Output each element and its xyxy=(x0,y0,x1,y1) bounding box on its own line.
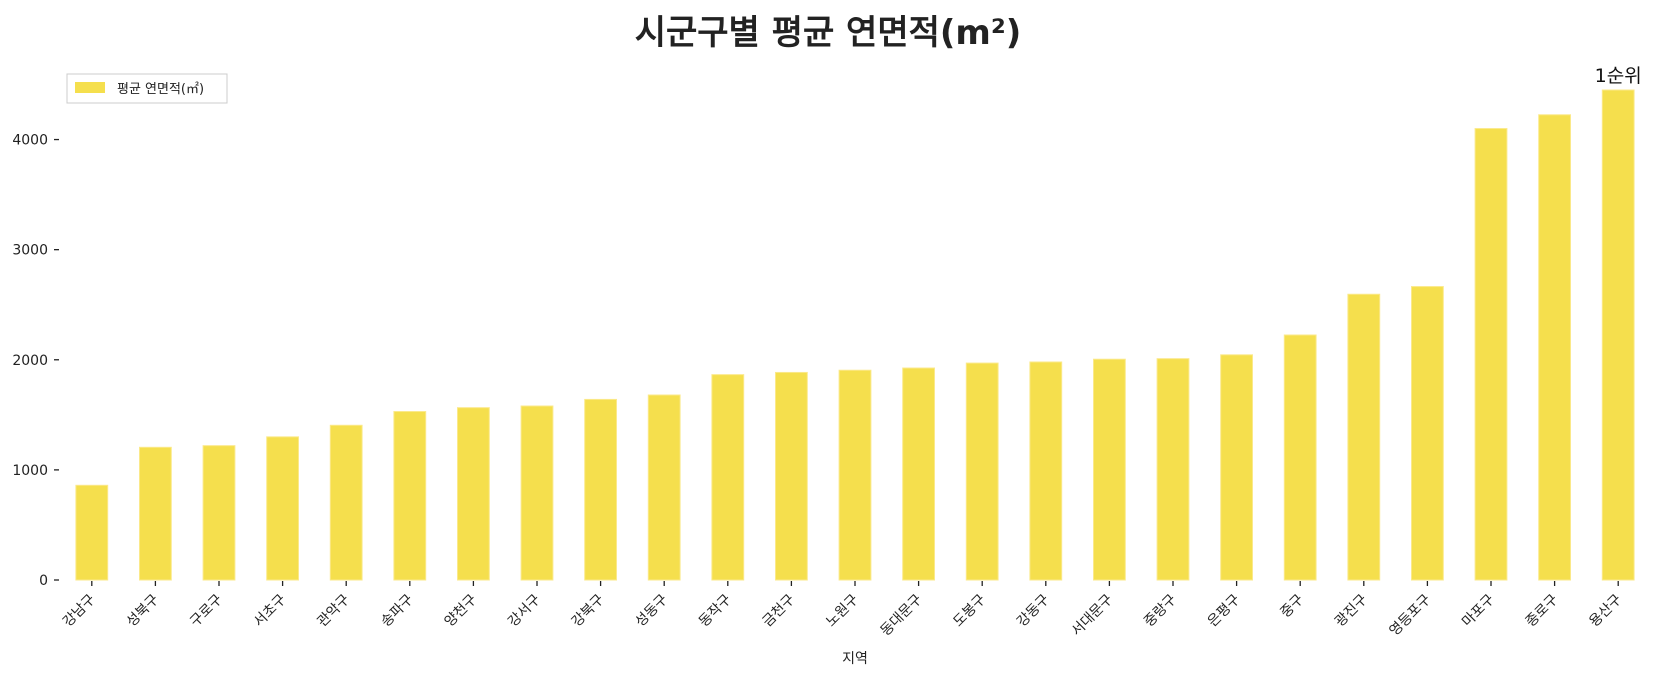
bar xyxy=(1538,114,1571,581)
x-tick-label: 은평구 xyxy=(1205,591,1244,630)
bar xyxy=(1601,89,1635,581)
bar xyxy=(1411,286,1444,581)
x-tick-label: 강서구 xyxy=(505,591,544,630)
bar xyxy=(1283,334,1317,581)
legend-label: 평균 연면적(㎡) xyxy=(117,82,204,97)
x-axis: 강남구 성북구 구로구 서초구 관악구 송파구 양천구 강서구 강북구 성동구 동작구 금천구 노원구 동… xyxy=(60,581,1625,639)
bar xyxy=(965,362,999,581)
bar xyxy=(1093,358,1126,581)
x-tick-label: 성북구 xyxy=(124,591,163,630)
x-tick-label: 마포구 xyxy=(1459,591,1498,630)
bar xyxy=(1220,354,1253,581)
bar xyxy=(1029,361,1063,581)
x-tick-label: 서대문구 xyxy=(1068,591,1116,639)
bars xyxy=(75,89,1635,581)
annotations: 1순위 xyxy=(1595,65,1642,87)
x-tick-label: 중구 xyxy=(1277,591,1307,621)
y-tick-label: 2000 xyxy=(12,353,48,369)
bar xyxy=(520,405,554,581)
y-tick-label: 0 xyxy=(39,573,48,589)
chart-title: 시군구별 평균 연면적(m²) xyxy=(635,13,1022,53)
y-tick-label: 1000 xyxy=(12,463,48,479)
bar xyxy=(457,407,490,581)
x-tick-label: 영등포구 xyxy=(1386,591,1434,639)
y-axis: 0 1000 2000 3000 4000 xyxy=(12,133,59,589)
x-tick-label: 성동구 xyxy=(632,591,671,630)
x-tick-label: 동대문구 xyxy=(878,591,926,639)
x-tick-label: 서초구 xyxy=(251,591,290,630)
x-tick-label: 노원구 xyxy=(823,591,862,630)
bar xyxy=(202,445,236,581)
x-tick-label: 강북구 xyxy=(569,591,608,630)
legend: 평균 연면적(㎡) xyxy=(66,73,228,104)
x-tick-label: 구로구 xyxy=(187,591,226,630)
bar xyxy=(139,446,172,581)
bar xyxy=(584,398,618,581)
x-tick-label: 종로구 xyxy=(1523,591,1562,630)
bar xyxy=(1474,128,1508,581)
x-tick-label: 도봉구 xyxy=(950,591,989,630)
bar xyxy=(329,424,363,581)
bar xyxy=(902,367,936,581)
bar xyxy=(1347,293,1381,581)
legend-swatch xyxy=(75,82,105,93)
x-tick-label: 용산구 xyxy=(1586,591,1625,630)
annotation-label: 1순위 xyxy=(1595,65,1642,87)
bar xyxy=(1156,358,1190,581)
x-tick-label: 중랑구 xyxy=(1141,591,1180,630)
x-tick-label: 양천구 xyxy=(442,591,481,630)
bar xyxy=(838,369,872,581)
x-axis-label: 지역 xyxy=(842,651,868,667)
x-tick-label: 강동구 xyxy=(1014,591,1053,630)
x-tick-label: 관악구 xyxy=(314,591,353,630)
bar xyxy=(647,394,681,581)
x-tick-label: 광진구 xyxy=(1332,591,1371,630)
x-tick-label: 강남구 xyxy=(60,591,99,630)
bar xyxy=(775,371,808,581)
y-tick-label: 3000 xyxy=(12,243,48,259)
bar xyxy=(266,436,300,581)
x-tick-label: 금천구 xyxy=(760,591,799,630)
y-tick-label: 4000 xyxy=(12,133,48,149)
bar xyxy=(393,411,427,581)
bar xyxy=(75,484,109,581)
x-tick-label: 동작구 xyxy=(696,591,735,630)
x-tick-label: 송파구 xyxy=(378,591,417,630)
bar xyxy=(711,374,745,581)
